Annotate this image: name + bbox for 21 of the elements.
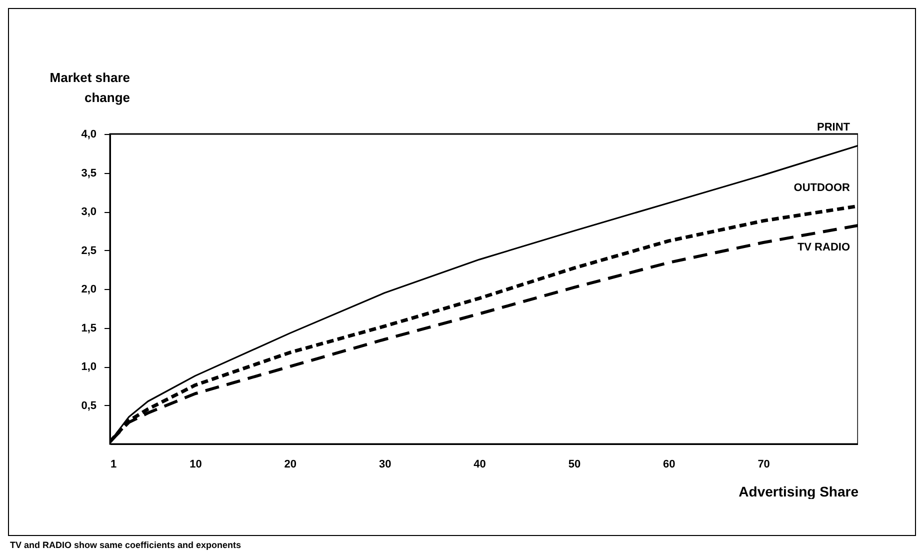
series-label: OUTDOOR [794,182,850,194]
y-tick-label: 0,5 [81,400,96,412]
x-tick-label: 60 [663,458,676,470]
text: TV and RADIO show same coefficients and exponents [10,540,242,550]
x-tick-label: 10 [190,458,202,470]
x-tick-label: 20 [284,458,297,470]
x-tick-label: 50 [568,458,581,470]
y-tick-label: 3,0 [81,206,96,218]
x-tick-label: 1 [110,458,117,470]
x-tick-label: 70 [758,458,770,470]
y-tick-label: 2,5 [81,244,96,257]
series-label: TV RADIO [797,241,850,254]
y-tick-label: 2,0 [81,284,96,296]
y-tick-label: 3,5 [81,167,96,180]
x-tick-label: 30 [378,458,392,470]
y-tick-label: 1,5 [81,322,96,334]
x-tick-label: 40 [474,458,486,470]
y-axis-title: Market share change [48,69,130,107]
series-label: PRINT [817,122,850,134]
y-tick-label: 4,0 [81,128,96,140]
y-tick-label: 1,0 [81,361,96,373]
